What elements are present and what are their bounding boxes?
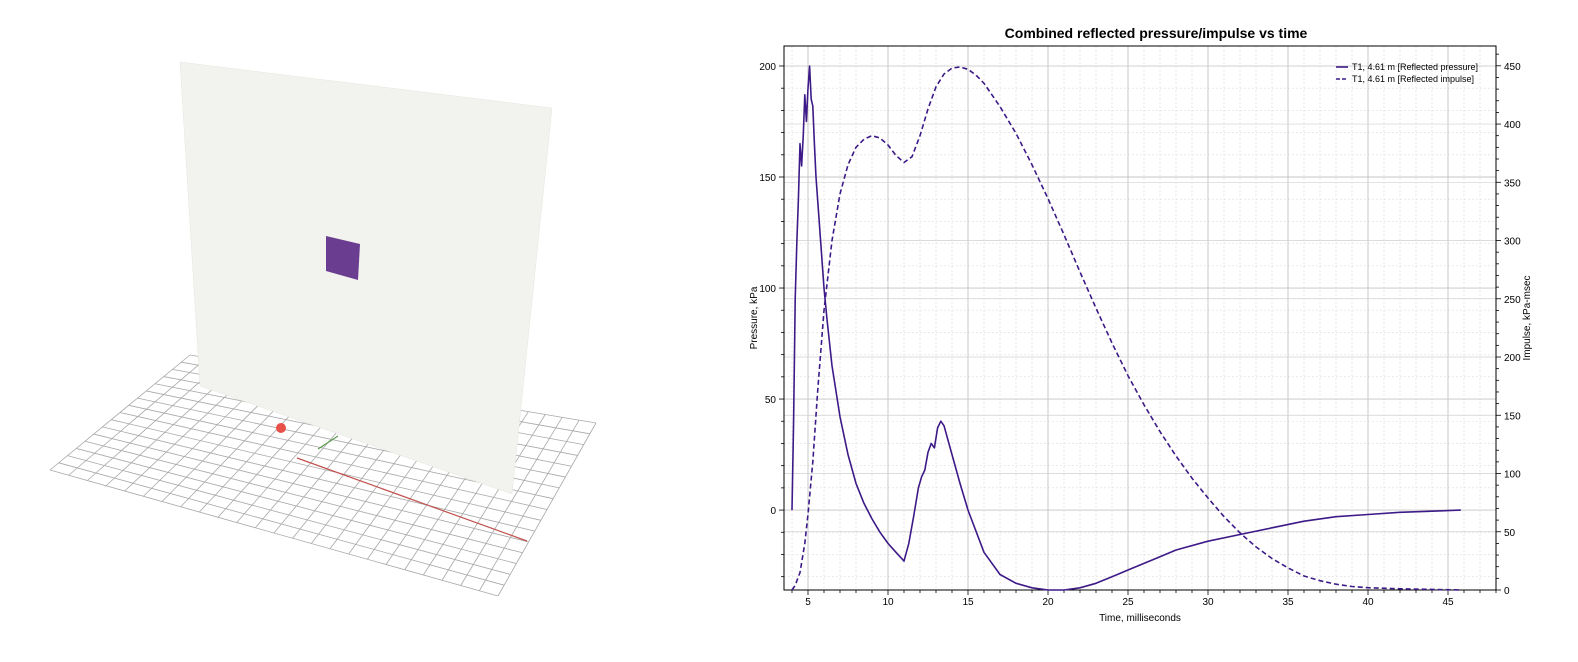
ground-grid-line: [58, 462, 505, 586]
ground-grid-line: [111, 419, 541, 521]
legend-label-pressure: T1, 4.61 m [Reflected pressure]: [1352, 62, 1478, 72]
ground-grid-line: [119, 412, 548, 510]
y2-tick-label: 300: [1504, 237, 1521, 248]
x-tick-label: 40: [1362, 597, 1374, 608]
x-tick-label: 10: [882, 597, 894, 608]
y-tick-label: 0: [770, 506, 776, 517]
charge-location-dot: [276, 423, 286, 433]
y-tick-label: 150: [759, 173, 776, 184]
ground-grid-line: [102, 426, 535, 532]
y-axis-ticks: 0 50 100 150 200: [759, 62, 784, 578]
y-axis-line: [317, 435, 339, 450]
reflecting-wall-panel: [179, 61, 553, 495]
ground-grid-line: [93, 433, 529, 543]
major-grid: [784, 46, 1496, 591]
y-tick-label: 200: [759, 62, 776, 73]
x-axis-label: Time, milliseconds: [1099, 613, 1181, 624]
y2-tick-label: 100: [1504, 470, 1521, 481]
chart-title: Combined reflected pressure/impulse vs t…: [1005, 25, 1308, 41]
target-gauge-square: [326, 236, 360, 280]
y-tick-label: 50: [765, 395, 777, 406]
x-tick-label: 20: [1042, 597, 1054, 608]
ground-grid-line: [76, 448, 517, 564]
3d-scene-view[interactable]: [0, 0, 740, 662]
ground-grid-line: [67, 455, 511, 575]
plot-area-frame: [783, 45, 1497, 591]
x-axis-ticks: 5 10 15 20 25 30 35 40 45: [791, 590, 1497, 608]
x-tick-label: 35: [1282, 597, 1294, 608]
pressure-impulse-chart: Combined reflected pressure/impulse vs t…: [749, 25, 1533, 624]
ground-grid-line: [84, 440, 523, 554]
y2-tick-label: 0: [1504, 586, 1510, 597]
y-axis-label: Pressure, kPa: [749, 286, 760, 349]
y2-tick-label: 400: [1504, 120, 1521, 131]
x-tick-label: 45: [1442, 597, 1454, 608]
x-tick-label: 15: [962, 597, 974, 608]
y2-tick-label: 200: [1504, 353, 1521, 364]
legend-label-impulse: T1, 4.61 m [Reflected impulse]: [1352, 74, 1474, 84]
x-tick-label: 5: [805, 597, 811, 608]
y2-tick-label: 250: [1504, 295, 1521, 306]
y2-tick-label: 350: [1504, 178, 1521, 189]
series-layer: [791, 65, 1461, 591]
y2-tick-label: 450: [1504, 62, 1521, 73]
x-tick-label: 30: [1202, 597, 1214, 608]
ground-grid-line: [49, 469, 499, 597]
y2-tick-label: 50: [1504, 528, 1516, 539]
x-tick-label: 25: [1122, 597, 1134, 608]
series-line-pressure: [791, 65, 1461, 591]
legend: T1, 4.61 m [Reflected pressure] T1, 4.61…: [1336, 62, 1478, 84]
series-line-impulse: [791, 66, 1461, 591]
minor-grid: [784, 46, 1497, 590]
y2-axis-ticks: 0 50 100 150 200 250 300 350 400 450: [1496, 53, 1521, 597]
y2-tick-label: 150: [1504, 411, 1521, 422]
y2-axis-label: Impulse, kPa-msec: [1522, 275, 1533, 360]
x-axis-line: [296, 457, 528, 542]
y-tick-label: 100: [759, 284, 776, 295]
